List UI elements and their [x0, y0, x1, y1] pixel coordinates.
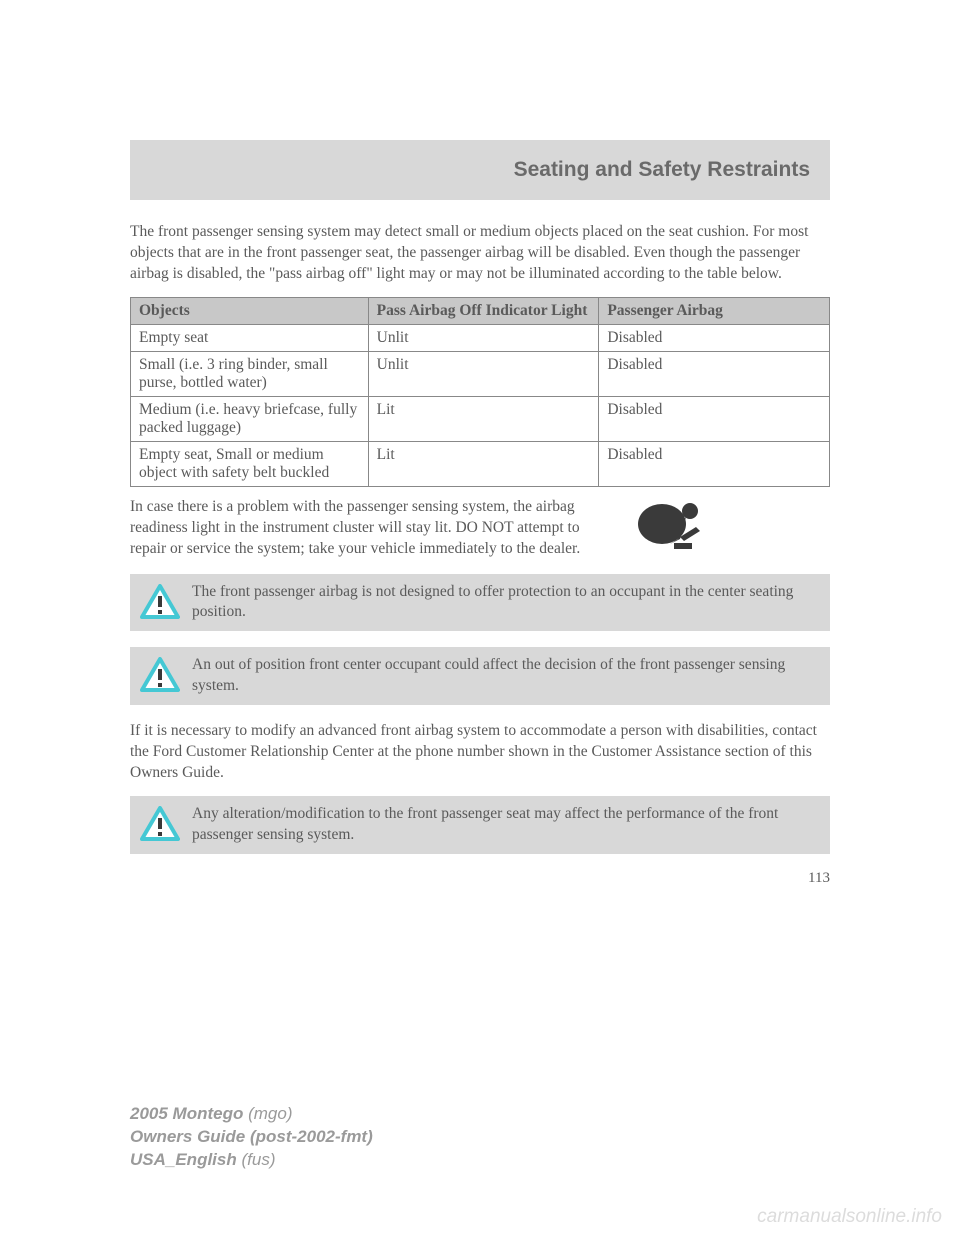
footer-line: Owners Guide (post-2002-fmt) [130, 1126, 373, 1149]
section-header: Seating and Safety Restraints [130, 140, 830, 200]
warning-box: An out of position front center occupant… [130, 647, 830, 705]
table-header-row: Objects Pass Airbag Off Indicator Light … [131, 297, 830, 324]
warning-triangle-icon [140, 657, 180, 693]
warning-text: An out of position front center occupant… [192, 655, 820, 697]
warning-box: The front passenger airbag is not design… [130, 574, 830, 632]
footer-block: 2005 Montego (mgo) Owners Guide (post-20… [130, 1103, 373, 1172]
problem-text: In case there is a problem with the pass… [130, 497, 830, 560]
table-row: Small (i.e. 3 ring binder, small purse, … [131, 351, 830, 396]
mid-paragraph: If it is necessary to modify an advanced… [130, 721, 830, 784]
page-content: Seating and Safety Restraints The front … [130, 140, 830, 887]
page-number: 113 [130, 870, 830, 887]
footer-line: USA_English (fus) [130, 1149, 373, 1172]
intro-paragraph: The front passenger sensing system may d… [130, 222, 830, 285]
warning-text: The front passenger airbag is not design… [192, 582, 820, 624]
warning-triangle-icon [140, 806, 180, 842]
warning-triangle-icon [140, 584, 180, 620]
airbag-table: Objects Pass Airbag Off Indicator Light … [130, 297, 830, 487]
footer-line: 2005 Montego (mgo) [130, 1103, 373, 1126]
table-row: Empty seat, Small or medium object with … [131, 441, 830, 486]
table-row: Medium (i.e. heavy briefcase, fully pack… [131, 396, 830, 441]
section-title: Seating and Safety Restraints [150, 158, 810, 182]
airbag-readiness-icon [630, 499, 710, 554]
table-header: Objects [131, 297, 369, 324]
warning-text: Any alteration/modification to the front… [192, 804, 820, 846]
table-header: Passenger Airbag [599, 297, 830, 324]
watermark: carmanualsonline.info [757, 1206, 942, 1228]
table-row: Empty seat Unlit Disabled [131, 324, 830, 351]
table-header: Pass Airbag Off Indicator Light [368, 297, 599, 324]
problem-block: In case there is a problem with the pass… [130, 497, 830, 560]
warning-box: Any alteration/modification to the front… [130, 796, 830, 854]
